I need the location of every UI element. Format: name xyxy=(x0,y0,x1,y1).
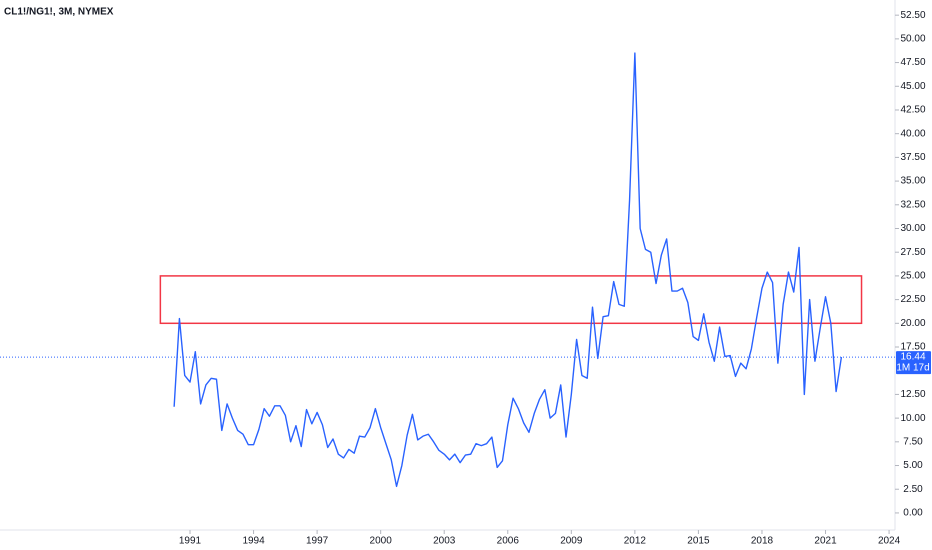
last-price-badge xyxy=(896,351,931,375)
x-tick-label: 2021 xyxy=(814,536,837,547)
y-tick-label: 5.00 xyxy=(903,460,923,471)
y-tick-label: 42.50 xyxy=(900,105,925,116)
y-tick-label: 52.50 xyxy=(900,10,925,21)
x-tick-label: 2015 xyxy=(687,536,710,547)
x-tick-label: 1997 xyxy=(306,536,329,547)
y-tick-label: 20.00 xyxy=(900,318,925,329)
y-tick-label: 12.50 xyxy=(900,389,925,400)
y-tick-label: 27.50 xyxy=(900,247,925,258)
x-tick-label: 1991 xyxy=(179,536,202,547)
x-tick-label: 1994 xyxy=(242,536,265,547)
x-tick-label: 2018 xyxy=(751,536,774,547)
y-tick-label: 0.00 xyxy=(903,508,923,519)
y-tick-label: 17.50 xyxy=(900,342,925,353)
x-tick-label: 2012 xyxy=(624,536,647,547)
y-tick-label: 22.50 xyxy=(900,294,925,305)
chart-title: CL1!/NG1!, 3M, NYMEX xyxy=(4,7,114,18)
countdown-label: 1M 17d xyxy=(896,363,929,374)
y-tick-label: 37.50 xyxy=(900,152,925,163)
last-price-label: 16.44 xyxy=(900,352,925,363)
y-tick-label: 10.00 xyxy=(900,413,925,424)
x-tick-label: 2024 xyxy=(878,536,901,547)
y-tick-label: 2.50 xyxy=(903,484,923,495)
y-tick-label: 32.50 xyxy=(900,199,925,210)
y-tick-label: 25.00 xyxy=(900,271,925,282)
x-tick-label: 2009 xyxy=(560,536,583,547)
data-line xyxy=(173,52,843,488)
y-tick-label: 40.00 xyxy=(900,128,925,139)
y-tick-label: 50.00 xyxy=(900,34,925,45)
x-tick-label: 2003 xyxy=(433,536,456,547)
annotation-box xyxy=(159,275,863,325)
y-tick-label: 47.50 xyxy=(900,57,925,68)
y-tick-label: 30.00 xyxy=(900,223,925,234)
x-tick-label: 2006 xyxy=(497,536,520,547)
x-tick-label: 2000 xyxy=(370,536,393,547)
y-tick-label: 35.00 xyxy=(900,176,925,187)
y-tick-label: 7.50 xyxy=(903,436,923,447)
y-tick-label: 45.00 xyxy=(900,81,925,92)
